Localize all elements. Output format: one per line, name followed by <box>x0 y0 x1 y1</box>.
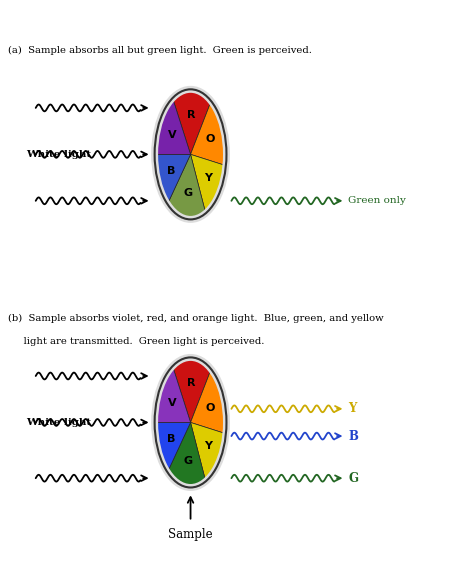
Text: Green only: Green only <box>348 196 406 205</box>
Text: White light: White light <box>27 418 91 427</box>
Text: Y: Y <box>348 402 357 415</box>
Polygon shape <box>155 366 191 423</box>
Text: G: G <box>348 472 358 484</box>
Text: G: G <box>183 456 192 466</box>
Text: O: O <box>206 135 215 145</box>
Text: V: V <box>168 398 176 408</box>
Text: light are transmitted.  Green light is perceived.: light are transmitted. Green light is pe… <box>8 337 264 346</box>
Polygon shape <box>155 98 191 154</box>
Text: O: O <box>206 402 215 413</box>
Polygon shape <box>167 423 206 487</box>
Text: R: R <box>187 378 196 388</box>
Text: B: B <box>348 430 358 442</box>
Text: G: G <box>183 188 192 198</box>
Text: R: R <box>187 110 196 120</box>
Text: (b)  Sample absorbs violet, red, and orange light.  Blue, green, and yellow: (b) Sample absorbs violet, red, and oran… <box>8 314 383 323</box>
Polygon shape <box>191 423 226 482</box>
Text: B: B <box>167 166 175 176</box>
Polygon shape <box>191 101 227 166</box>
Polygon shape <box>167 154 206 219</box>
Polygon shape <box>191 154 226 213</box>
Text: Sample: Sample <box>168 528 213 541</box>
Text: White light: White light <box>27 150 91 159</box>
Text: B: B <box>167 434 175 444</box>
Text: (a)  Sample absorbs all but green light.  Green is perceived.: (a) Sample absorbs all but green light. … <box>8 46 312 55</box>
Text: Y: Y <box>204 173 212 183</box>
Polygon shape <box>173 357 211 423</box>
Polygon shape <box>191 369 227 434</box>
Text: Y: Y <box>204 441 212 451</box>
Polygon shape <box>173 89 211 154</box>
Polygon shape <box>155 154 191 204</box>
Polygon shape <box>155 423 191 472</box>
Text: V: V <box>168 130 176 140</box>
